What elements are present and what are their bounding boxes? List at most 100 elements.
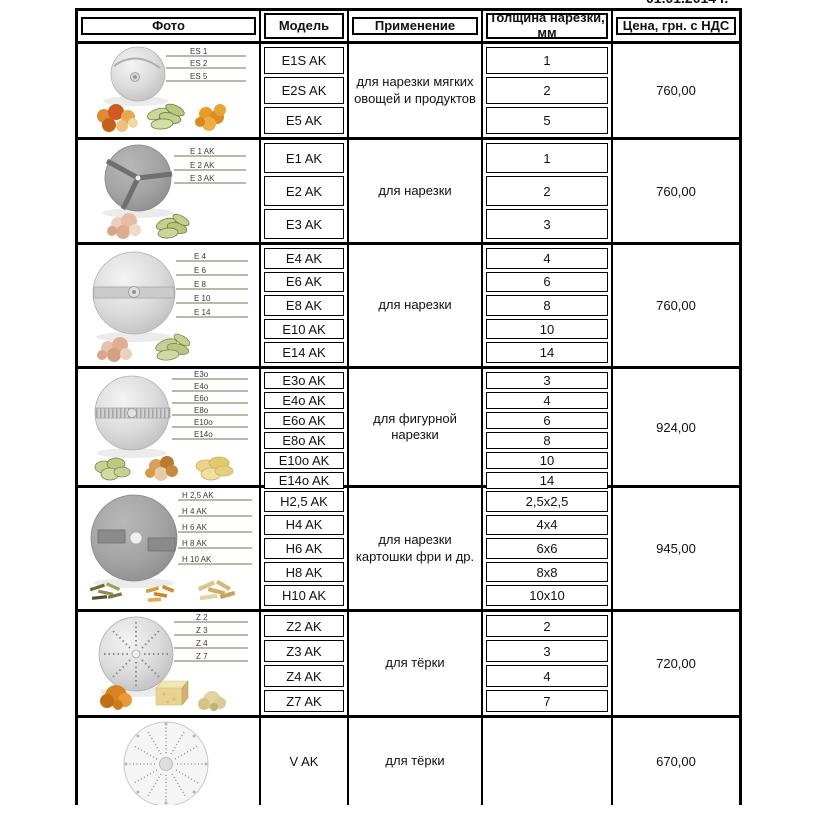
- product-photo: E 4 E 6 E 8 E 10 E 14: [78, 245, 259, 366]
- application-cell: для нарезки картошки фри и др.: [347, 488, 481, 609]
- thickness-cell: 2: [486, 77, 608, 104]
- price-table: Фото Модель Применение Толщина нарезки, …: [75, 8, 742, 805]
- thickness-cell: 1: [486, 47, 608, 74]
- model-cell: E2S AK: [264, 77, 344, 104]
- disc-label: Z 2: [196, 613, 208, 622]
- price-cell: 760,00: [611, 44, 739, 137]
- disc-label: E 4: [194, 252, 207, 261]
- model-cell: V AK: [264, 721, 344, 802]
- product-group-e1-3: E 1 AK E 2 AK E 3 AK E1 AK E: [78, 140, 739, 245]
- product-photo: [78, 718, 259, 805]
- price-cell: 760,00: [611, 245, 739, 366]
- disc-label: H 10 AK: [182, 555, 212, 564]
- model-cell: H10 AK: [264, 585, 344, 606]
- thickness-cell: 4: [486, 392, 608, 409]
- model-cell: E4o AK: [264, 392, 344, 409]
- thickness-cell: 3: [486, 640, 608, 662]
- model-cell: Z2 AK: [264, 615, 344, 637]
- thickness-cell: 10x10: [486, 585, 608, 606]
- cutting-disc-illustration: E 1 AK E 2 AK E 3 AK: [102, 144, 246, 239]
- model-cell: H4 AK: [264, 514, 344, 536]
- thickness-cell: 2: [486, 176, 608, 206]
- application-cell: для нарезки: [347, 140, 481, 242]
- thickness-cell: 14: [486, 342, 608, 363]
- model-cell: E3 AK: [264, 209, 344, 239]
- model-cell: E1S AK: [264, 47, 344, 74]
- application-cell: для тёрки: [347, 718, 481, 805]
- model-cell: E8 AK: [264, 295, 344, 316]
- disc-label: E8o: [194, 406, 209, 415]
- thickness-cell: 6: [486, 412, 608, 429]
- cutting-disc-illustration: H 2,5 AK H 4 AK H 6 AK H 8 AK H 10 AK: [89, 491, 252, 603]
- column-header-photo: Фото: [81, 16, 256, 36]
- thickness-cell: 14: [486, 472, 608, 489]
- disc-label: E 6: [194, 266, 207, 275]
- disc-label: E 1 AK: [190, 147, 215, 156]
- cutting-disc-illustration: E3o E4o E6o E8o E10o E14o: [94, 370, 248, 481]
- product-group-eo: E3o E4o E6o E8o E10o E14o: [78, 369, 739, 489]
- thickness-cell: 2: [486, 615, 608, 637]
- thickness-cell: 8: [486, 432, 608, 449]
- model-cell: E14o AK: [264, 472, 344, 489]
- disc-label: E 14: [194, 308, 211, 317]
- product-group-h: H 2,5 AK H 4 AK H 6 AK H 8 AK H 10 AK: [78, 488, 739, 612]
- thickness-cell: 5: [486, 107, 608, 134]
- disc-label: H 8 AK: [182, 539, 208, 548]
- model-cell: E8o AK: [264, 432, 344, 449]
- disc-label: E 10: [194, 294, 211, 303]
- thickness-cell: 2,5x2,5: [486, 491, 608, 512]
- application-cell: для фигурной нарезки: [347, 369, 481, 485]
- price-cell: 670,00: [611, 718, 739, 805]
- application-cell: для нарезки мягких овощей и продуктов: [347, 44, 481, 137]
- thickness-cell: 1: [486, 143, 608, 173]
- thickness-cell: 4x4: [486, 514, 608, 536]
- disc-label: Z 3: [196, 626, 208, 635]
- disc-label: E14o: [194, 430, 213, 439]
- column-header-thickness: Толщина нарезки, мм: [486, 10, 608, 40]
- price-cell: 760,00: [611, 140, 739, 242]
- disc-label: ES 5: [190, 72, 208, 81]
- thickness-cell: 3: [486, 209, 608, 239]
- disc-label: E 8: [194, 280, 207, 289]
- thickness-cell: 6: [486, 271, 608, 293]
- disc-label: H 4 AK: [182, 507, 208, 516]
- disc-label: Z 4: [196, 639, 208, 648]
- thickness-cell: [486, 721, 608, 802]
- table-header-row: Фото Модель Применение Толщина нарезки, …: [78, 10, 739, 44]
- product-photo: E3o E4o E6o E8o E10o E14o: [78, 369, 259, 485]
- model-cell: Z7 AK: [264, 690, 344, 712]
- thickness-cell: 8x8: [486, 561, 608, 583]
- application-cell: для тёрки: [347, 612, 481, 715]
- disc-label: E4o: [194, 382, 209, 391]
- price-cell: 720,00: [611, 612, 739, 715]
- cutting-disc-illustration: E 4 E 6 E 8 E 10 E 14: [92, 251, 248, 362]
- sliced-vegetables: [97, 103, 226, 132]
- sliced-vegetables: [94, 456, 234, 481]
- product-photo: E 1 AK E 2 AK E 3 AK: [78, 140, 259, 242]
- column-header-model: Модель: [264, 13, 344, 39]
- product-photo: Z 2 Z 3 Z 4 Z 7: [78, 612, 259, 715]
- model-cell: E10 AK: [264, 318, 344, 340]
- model-cell: H6 AK: [264, 538, 344, 559]
- thickness-cell: 7: [486, 690, 608, 712]
- model-cell: E6o AK: [264, 412, 344, 429]
- disc-label: H 2,5 AK: [182, 491, 214, 500]
- thickness-cell: 10: [486, 452, 608, 469]
- disc-label: E 3 AK: [190, 174, 215, 183]
- model-cell: E2 AK: [264, 176, 344, 206]
- disc-label: E10o: [194, 418, 213, 427]
- cut-vegetables: [89, 579, 236, 603]
- grating-disc-illustration: Z 2 Z 3 Z 4 Z 7: [98, 613, 248, 711]
- product-group-e4-14: E 4 E 6 E 8 E 10 E 14: [78, 245, 739, 369]
- thickness-cell: 8: [486, 295, 608, 316]
- disc-label: E6o: [194, 394, 209, 403]
- date-note: 01.01.2014 г.: [646, 0, 728, 6]
- disc-label: ES 2: [190, 59, 208, 68]
- model-cell: H2,5 AK: [264, 491, 344, 512]
- product-photo: ES 1 ES 2 ES 5: [78, 44, 259, 137]
- column-header-price: Цена, грн. с НДС: [616, 16, 736, 36]
- product-group-es: ES 1 ES 2 ES 5: [78, 44, 739, 140]
- model-cell: E5 AK: [264, 107, 344, 134]
- model-cell: E10o AK: [264, 452, 344, 469]
